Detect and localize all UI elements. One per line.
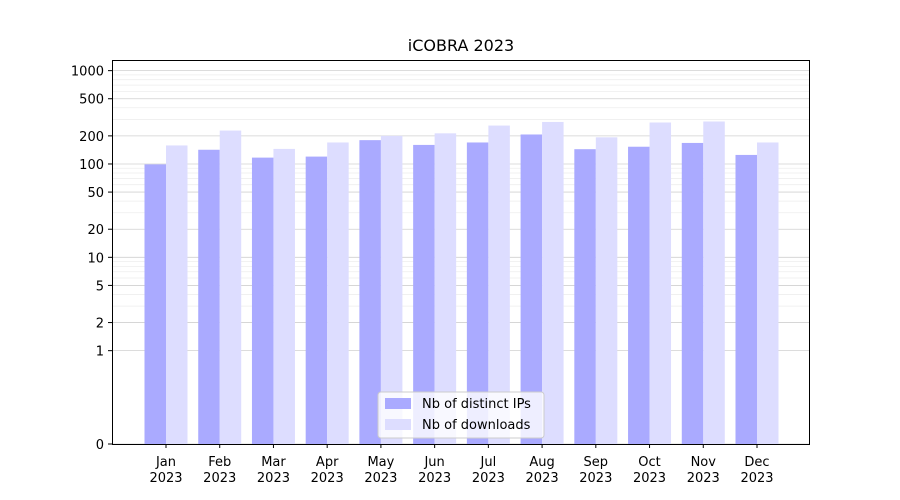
bar-downloads — [757, 142, 779, 444]
bar-distinct-ips — [359, 140, 381, 444]
x-tick-label: Oct 2023 — [633, 455, 666, 486]
bar-downloads — [434, 133, 457, 444]
bar-distinct-ips — [520, 134, 543, 444]
bar-distinct-ips — [198, 149, 220, 444]
bar-downloads — [327, 142, 349, 444]
bar-downloads — [380, 135, 403, 444]
y-tick-label: 1000 — [71, 65, 104, 80]
bar-distinct-ips — [681, 142, 704, 444]
x-tick-label: Jul 2023 — [472, 455, 505, 486]
legend-label: Nb of downloads — [422, 418, 531, 433]
bar-downloads — [273, 148, 295, 444]
y-tick-label: 2 — [96, 317, 104, 332]
y-tick-label: 500 — [79, 93, 104, 108]
y-tick-label: 50 — [87, 186, 104, 201]
bar-downloads — [166, 145, 188, 444]
x-tick-label: May 2023 — [364, 455, 397, 486]
y-tick-label: 5 — [96, 279, 104, 294]
y-tick-label: 100 — [79, 158, 104, 173]
x-axis: Jan 2023 Feb 2023 Mar 2023 Apr 2023 May 2023 Jun 20… — [149, 444, 774, 486]
legend-swatch — [385, 419, 411, 430]
bar-downloads — [649, 122, 672, 445]
x-tick-label: Sep 2023 — [579, 455, 612, 486]
x-tick-label: Mar 2023 — [257, 455, 290, 486]
bar-distinct-ips — [574, 149, 596, 445]
bar-downloads — [703, 121, 725, 444]
x-tick-label: Nov 2023 — [687, 455, 720, 486]
x-tick-label: Apr 2023 — [311, 455, 344, 486]
legend: Nb of distinct IPs Nb of downloads — [377, 391, 545, 439]
bars — [144, 121, 779, 445]
bar-distinct-ips — [735, 154, 757, 444]
bar-distinct-ips — [251, 157, 274, 444]
plot-frame — [112, 60, 810, 445]
bar-distinct-ips — [305, 156, 328, 445]
x-tick-label: Jun 2023 — [418, 455, 451, 486]
x-tick-label: Dec 2023 — [740, 455, 773, 486]
legend-box — [377, 391, 545, 439]
bar-downloads — [542, 121, 564, 444]
legend-swatch — [385, 398, 411, 409]
y-tick-label: 20 — [87, 223, 104, 238]
y-tick-label: 200 — [79, 130, 104, 145]
y-tick-label: 10 — [87, 251, 104, 266]
bar-distinct-ips — [144, 164, 166, 445]
bar-downloads — [219, 130, 242, 445]
y-tick-label: 0 — [96, 438, 104, 453]
y-tick-label: 1 — [96, 345, 104, 360]
bar-distinct-ips — [466, 142, 489, 444]
chart-title: iCOBRA 2023 — [408, 36, 514, 55]
legend-label: Nb of distinct IPs — [422, 397, 531, 412]
y-axis: 0 1 2 5 10 20 50 100 200 500 1000 — [71, 65, 112, 453]
bar-downloads — [488, 125, 510, 444]
x-tick-label: Feb 2023 — [203, 455, 236, 486]
bar-downloads — [595, 137, 618, 445]
bar-distinct-ips — [628, 146, 650, 444]
x-tick-label: Jan 2023 — [149, 455, 182, 486]
bar-distinct-ips — [413, 144, 435, 444]
x-tick-label: Aug 2023 — [526, 455, 559, 486]
